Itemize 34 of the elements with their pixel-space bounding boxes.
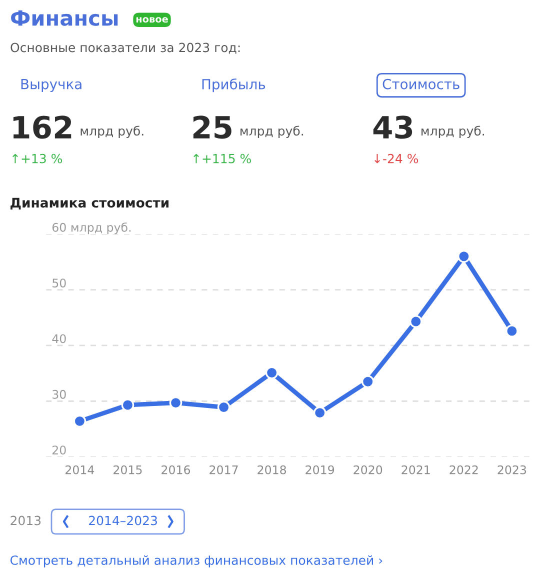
y-tick-label: 40	[52, 334, 66, 344]
y-tick-label: 60 млрд руб.	[52, 222, 130, 234]
x-tick-label: 2016	[162, 465, 190, 474]
x-tick-label: 2018	[258, 465, 286, 474]
x-tick-label: 2021	[402, 465, 430, 474]
y-tick-label: 30	[52, 390, 66, 399]
text: ↑+115 %	[194, 154, 251, 164]
text: Прибыль	[202, 78, 266, 92]
text: Смотреть детальный анализ финансовых показателей ›	[10, 555, 382, 568]
y-tick-label: 20	[52, 446, 66, 455]
text: ↓-24 %	[374, 154, 418, 164]
text: 2014–2023	[89, 516, 157, 526]
x-tick-label: 2020	[354, 465, 382, 474]
text: Основные показатели за 2023 год:	[10, 42, 240, 54]
text: 2013	[10, 516, 41, 526]
x-tick-label: 2017	[210, 465, 238, 474]
text: Финансы	[11, 10, 118, 26]
text: ↑+13 %	[12, 154, 62, 164]
x-tick-label: 2023	[498, 465, 526, 474]
x-tick-label: 2014	[66, 465, 94, 474]
text: млрд руб.	[422, 126, 484, 138]
x-tick-label: 2019	[306, 465, 334, 474]
text: 162	[13, 116, 72, 139]
x-tick-label: 2022	[450, 465, 478, 474]
text: Стоимость	[382, 78, 460, 90]
text: млрд руб.	[80, 126, 144, 138]
text: новое	[136, 17, 168, 23]
y-tick-label: 50	[52, 278, 66, 288]
text: Выручка	[21, 78, 82, 92]
text: 43	[373, 116, 412, 139]
text: млрд руб.	[240, 126, 304, 138]
text: 25	[193, 116, 232, 139]
x-tick-label: 2015	[114, 465, 142, 474]
chart-title: Динамика стоимости	[10, 198, 168, 210]
